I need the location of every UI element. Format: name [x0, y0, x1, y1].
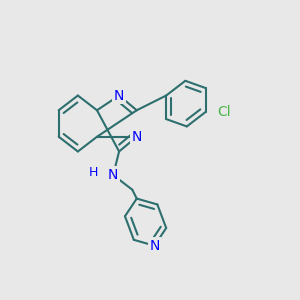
Text: N: N [108, 168, 119, 182]
Text: N: N [132, 130, 142, 144]
Text: Cl: Cl [218, 105, 231, 119]
Text: N: N [149, 239, 160, 253]
Text: H: H [88, 166, 98, 179]
Text: N: N [114, 88, 124, 103]
